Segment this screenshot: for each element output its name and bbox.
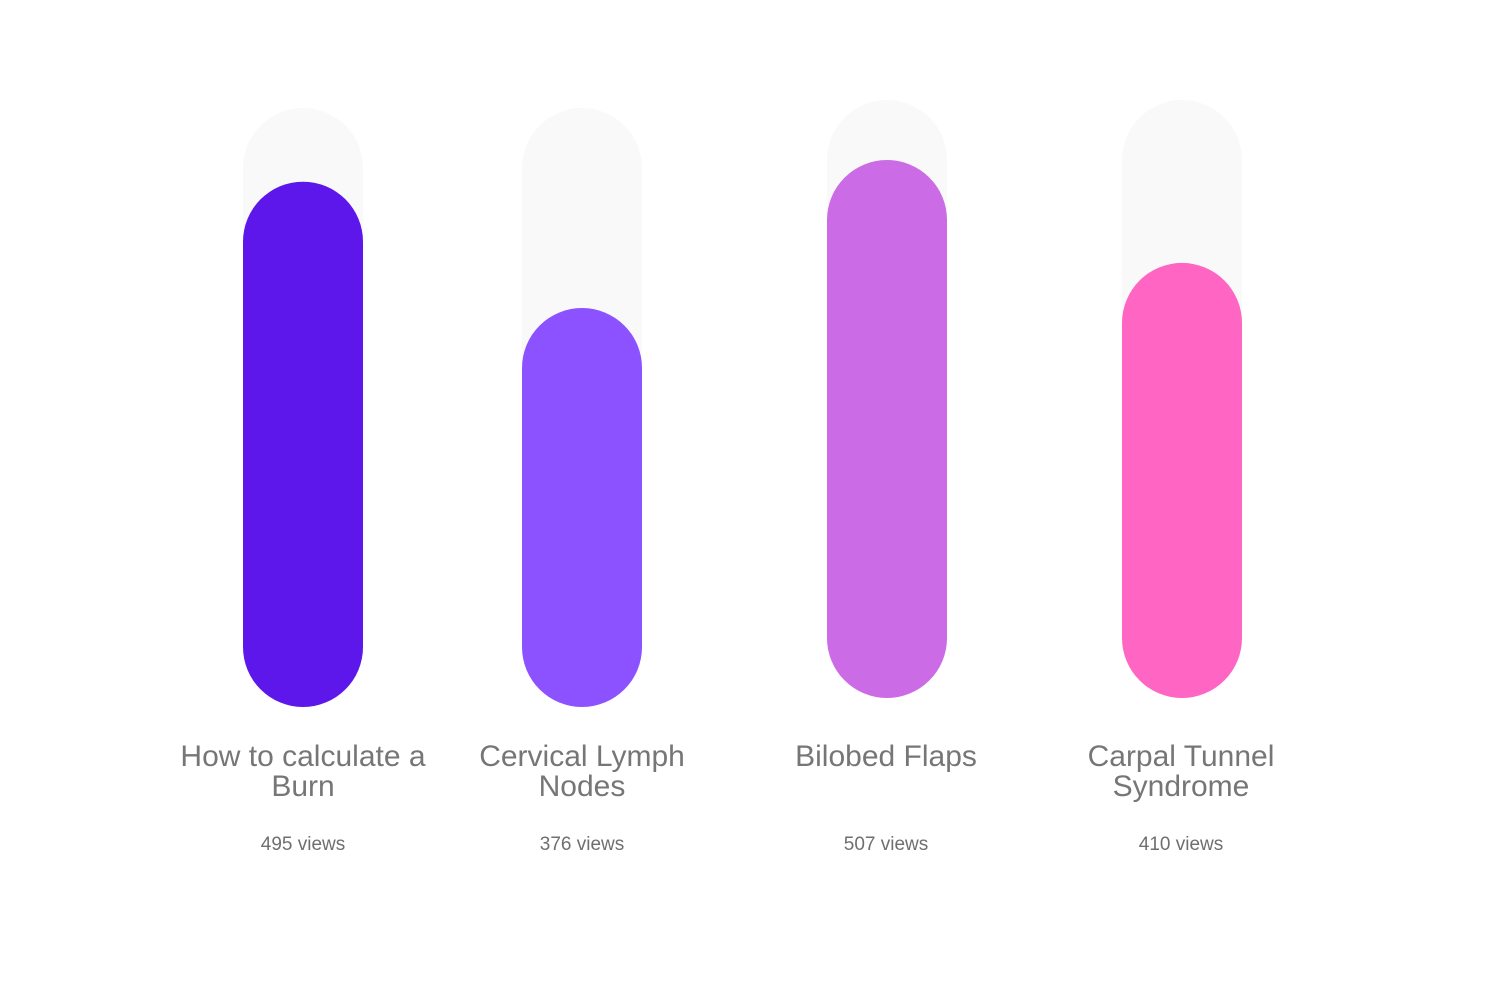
- views-label-bilobed: 507 views: [843, 834, 929, 855]
- views-label-cervical: 376 views: [539, 834, 625, 855]
- bar-burn: [243, 181, 363, 707]
- bar-label-cervical: Cervical Lymph Nodes: [479, 740, 685, 803]
- bar-label-bilobed: Bilobed Flaps: [795, 740, 977, 773]
- views-label-carpal: 410 views: [1138, 834, 1224, 855]
- views-label-burn: 495 views: [260, 834, 346, 855]
- bar-bilobed: [827, 160, 947, 698]
- bar-cervical: [522, 308, 642, 707]
- bar-label-carpal: Carpal Tunnel Syndrome: [1087, 740, 1275, 803]
- bar-carpal: [1122, 262, 1242, 698]
- bar-label-burn: How to calculate a Burn: [180, 740, 426, 803]
